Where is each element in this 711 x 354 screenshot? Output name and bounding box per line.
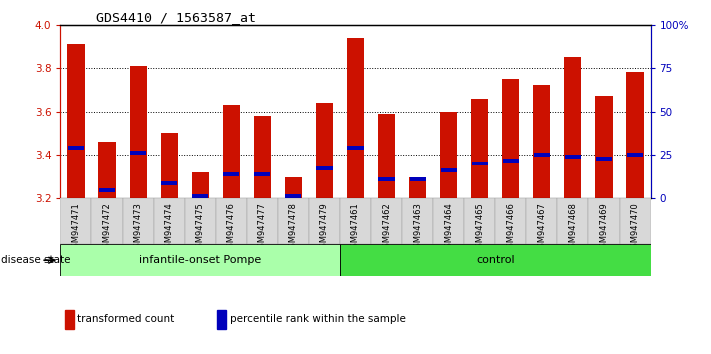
Bar <box>65 310 74 329</box>
Bar <box>464 198 496 244</box>
Bar <box>254 116 271 198</box>
Bar <box>595 96 612 198</box>
Text: GSM947463: GSM947463 <box>413 202 422 253</box>
Bar <box>278 198 309 244</box>
Bar <box>441 168 456 172</box>
Text: GSM947474: GSM947474 <box>165 202 173 253</box>
Bar <box>619 198 651 244</box>
Bar <box>218 310 227 329</box>
Text: GSM947469: GSM947469 <box>599 202 609 253</box>
Bar <box>316 166 333 170</box>
Bar <box>410 177 426 181</box>
Bar <box>68 147 84 150</box>
Bar <box>526 198 557 244</box>
Bar <box>440 112 457 198</box>
Bar <box>99 142 116 198</box>
Bar <box>409 177 426 198</box>
Bar <box>161 181 177 185</box>
Bar <box>192 194 208 198</box>
Bar <box>565 155 581 159</box>
Bar <box>223 105 240 198</box>
Text: GSM947466: GSM947466 <box>506 202 515 253</box>
Text: GSM947478: GSM947478 <box>289 202 298 253</box>
Text: GSM947462: GSM947462 <box>382 202 391 253</box>
Text: GSM947472: GSM947472 <box>102 202 112 253</box>
Text: GSM947473: GSM947473 <box>134 202 143 253</box>
Bar <box>347 38 364 198</box>
Bar <box>215 198 247 244</box>
Bar <box>502 79 519 198</box>
Bar <box>60 198 92 244</box>
Bar <box>378 177 395 181</box>
Bar <box>348 147 363 150</box>
Bar <box>129 66 146 198</box>
Bar <box>534 153 550 157</box>
Bar <box>223 172 240 176</box>
Bar <box>192 172 209 198</box>
Text: GSM947475: GSM947475 <box>196 202 205 253</box>
Text: GSM947461: GSM947461 <box>351 202 360 253</box>
Bar <box>340 198 371 244</box>
Bar <box>316 103 333 198</box>
Bar <box>247 198 278 244</box>
Bar <box>68 44 85 198</box>
Bar <box>130 151 146 155</box>
Bar <box>596 157 612 161</box>
Bar <box>433 198 464 244</box>
Text: GSM947476: GSM947476 <box>227 202 236 253</box>
Bar <box>285 177 302 198</box>
Bar <box>589 198 619 244</box>
Bar <box>92 198 122 244</box>
Bar <box>340 244 651 276</box>
Bar <box>565 57 582 198</box>
Bar <box>471 98 488 198</box>
Text: GSM947471: GSM947471 <box>72 202 80 253</box>
Bar <box>557 198 589 244</box>
Bar <box>285 194 301 198</box>
Text: disease state: disease state <box>1 255 70 265</box>
Text: GDS4410 / 1563587_at: GDS4410 / 1563587_at <box>96 11 256 24</box>
Bar <box>60 244 340 276</box>
Text: GSM947479: GSM947479 <box>320 202 329 253</box>
Bar <box>496 198 526 244</box>
Bar <box>309 198 340 244</box>
Bar <box>161 133 178 198</box>
Text: control: control <box>476 255 515 265</box>
Bar <box>99 188 115 192</box>
Bar <box>627 153 643 157</box>
Text: GSM947470: GSM947470 <box>631 202 639 253</box>
Text: GSM947464: GSM947464 <box>444 202 453 253</box>
Bar <box>371 198 402 244</box>
Bar <box>402 198 433 244</box>
Bar <box>255 172 270 176</box>
Text: transformed count: transformed count <box>77 314 174 324</box>
Text: GSM947465: GSM947465 <box>475 202 484 253</box>
Text: infantile-onset Pompe: infantile-onset Pompe <box>139 255 262 265</box>
Bar <box>471 161 488 166</box>
Bar <box>122 198 154 244</box>
Bar <box>154 198 185 244</box>
Bar <box>378 114 395 198</box>
Text: GSM947468: GSM947468 <box>568 202 577 253</box>
Bar <box>533 85 550 198</box>
Text: GSM947477: GSM947477 <box>258 202 267 253</box>
Bar <box>626 73 643 198</box>
Text: GSM947467: GSM947467 <box>538 202 546 253</box>
Bar <box>503 159 519 163</box>
Text: percentile rank within the sample: percentile rank within the sample <box>230 314 406 324</box>
Bar <box>185 198 215 244</box>
